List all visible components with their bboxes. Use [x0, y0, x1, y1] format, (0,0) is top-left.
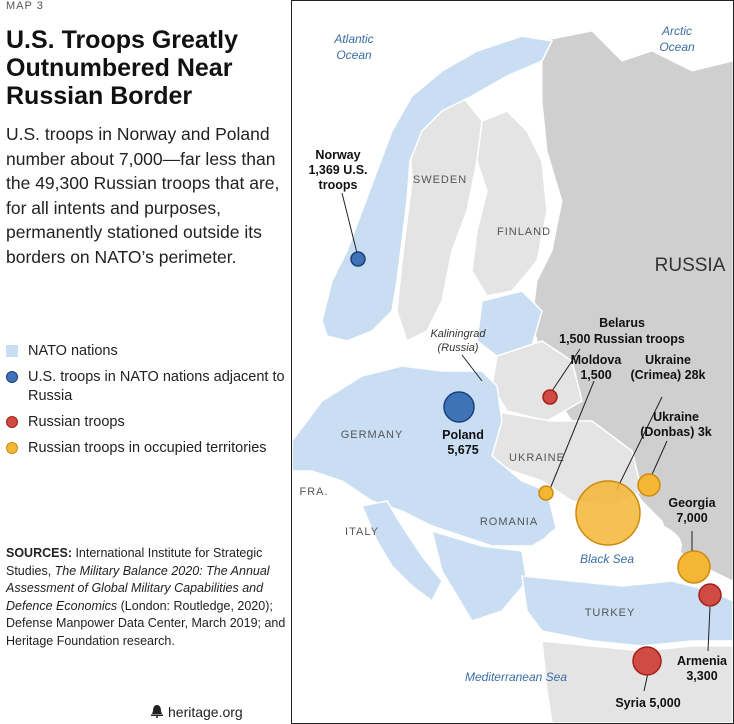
kaliningrad-label-2: (Russia) — [438, 342, 479, 354]
donbas-troops-marker — [637, 473, 661, 497]
black-sea-label: Black Sea — [580, 552, 634, 566]
armenia-label-1: Armenia — [677, 654, 728, 668]
sweden-label: SWEDEN — [413, 174, 467, 186]
norway-region — [321, 35, 554, 342]
middle-east-region — [541, 640, 733, 723]
georgia-label-1: Georgia — [668, 496, 716, 510]
title-line-3: Russian Border — [6, 82, 193, 110]
sources: SOURCES: International Institute for Str… — [6, 545, 288, 650]
blue-circle-icon — [6, 371, 18, 383]
sources-title: The Military Balance 2020: The Annual As… — [6, 563, 270, 613]
description: U.S. troops in Norway and Poland number … — [6, 124, 280, 267]
central-europe-region — [292, 365, 558, 547]
orange-circle-icon — [6, 442, 18, 454]
kaliningrad-label-1: Kaliningrad — [430, 328, 486, 340]
italy-label: ITALY — [345, 526, 379, 538]
crimea-troops-marker — [575, 480, 641, 546]
crimea-label-2: (Crimea) 28k — [630, 368, 705, 382]
crimea-label-1: Ukraine — [645, 353, 691, 367]
arctic-label-1: Arctic — [661, 24, 692, 38]
moldova-label-1: Moldova — [571, 353, 623, 367]
map-area: Atlantic Ocean Arctic Ocean Black Sea Me… — [291, 0, 734, 724]
moldova-troops-marker — [538, 485, 554, 501]
legend-item-nato: NATO nations — [6, 342, 286, 361]
poland-troops-marker — [443, 391, 475, 423]
moldova-label-2: 1,500 — [580, 368, 611, 382]
armenia-label-2: 3,300 — [686, 669, 717, 683]
page-title: U.S. Troops Greatly Outnumbered Near Rus… — [6, 26, 276, 110]
balkans-region — [430, 529, 528, 622]
ukraine-label: UKRAINE — [509, 452, 565, 464]
belarus-troops-marker — [542, 389, 558, 405]
france-label: FRA. — [299, 486, 328, 498]
title-line-1: U.S. Troops Greatly — [6, 26, 239, 54]
legend-item-occupied: Russian troops in occupied territories — [6, 439, 286, 458]
donbas-label-1: Ukraine — [653, 410, 699, 424]
georgia-label-2: 7,000 — [676, 511, 707, 525]
finland-region — [471, 110, 548, 297]
sources-text-1: International Institute for Strategic St… — [6, 546, 263, 578]
europe-map: Atlantic Ocean Arctic Ocean Black Sea Me… — [292, 1, 733, 723]
map-number: MAP 3 — [6, 0, 44, 12]
legend: NATO nations U.S. troops in NATO nations… — [6, 342, 286, 465]
syria-troops-marker — [632, 646, 662, 676]
black-sea — [542, 516, 682, 576]
turkey-label: TURKEY — [585, 607, 636, 619]
arctic-label-2: Ocean — [659, 40, 695, 54]
romania-label: ROMANIA — [480, 516, 538, 528]
red-circle-icon — [6, 416, 18, 428]
bell-icon — [151, 705, 163, 718]
legend-item-russian-troops: Russian troops — [6, 413, 286, 432]
legend-label: U.S. troops in NATO nations adjacent to … — [28, 369, 285, 404]
info-panel: MAP 3 U.S. Troops Greatly Outnumbered Ne… — [0, 0, 290, 724]
norway-label-1: Norway — [315, 148, 360, 162]
atlantic-label-2: Ocean — [336, 48, 372, 62]
belarus-label-2: 1,500 Russian troops — [559, 332, 685, 346]
armenia-troops-marker — [698, 583, 722, 607]
legend-label: Russian troops in occupied territories — [28, 440, 267, 456]
footer: heritage.org — [150, 704, 243, 720]
sources-prefix: SOURCES: — [6, 546, 72, 560]
finland-label: FINLAND — [497, 226, 551, 238]
norway-label-3: troops — [319, 178, 358, 192]
legend-item-us-troops: U.S. troops in NATO nations adjacent to … — [6, 368, 286, 406]
syria-label: Syria 5,000 — [615, 696, 680, 710]
title-line-2: Outnumbered Near — [6, 54, 233, 82]
sources-text-2: (London: Routledge, 2020); Defense Manpo… — [6, 598, 286, 648]
norway-label-2: 1,369 U.S. — [308, 163, 367, 177]
donbas-label-2: (Donbas) 3k — [640, 425, 712, 439]
legend-label: NATO nations — [28, 343, 118, 359]
mediterranean-label: Mediterranean Sea — [465, 670, 567, 684]
germany-label: GERMANY — [341, 429, 404, 441]
italy-region — [360, 500, 443, 603]
poland-label-1: Poland — [442, 428, 484, 442]
footer-link[interactable]: heritage.org — [168, 704, 243, 720]
norway-troops-marker — [350, 251, 366, 267]
poland-label-2: 5,675 — [447, 443, 478, 457]
georgia-troops-marker — [677, 550, 711, 584]
atlantic-label-1: Atlantic — [333, 32, 373, 46]
nato-square-icon — [6, 345, 18, 357]
belarus-label-1: Belarus — [599, 316, 645, 330]
legend-label: Russian troops — [28, 414, 125, 430]
turkey-region — [521, 575, 733, 647]
sweden-region — [396, 95, 483, 343]
russia-label: RUSSIA — [655, 255, 726, 276]
